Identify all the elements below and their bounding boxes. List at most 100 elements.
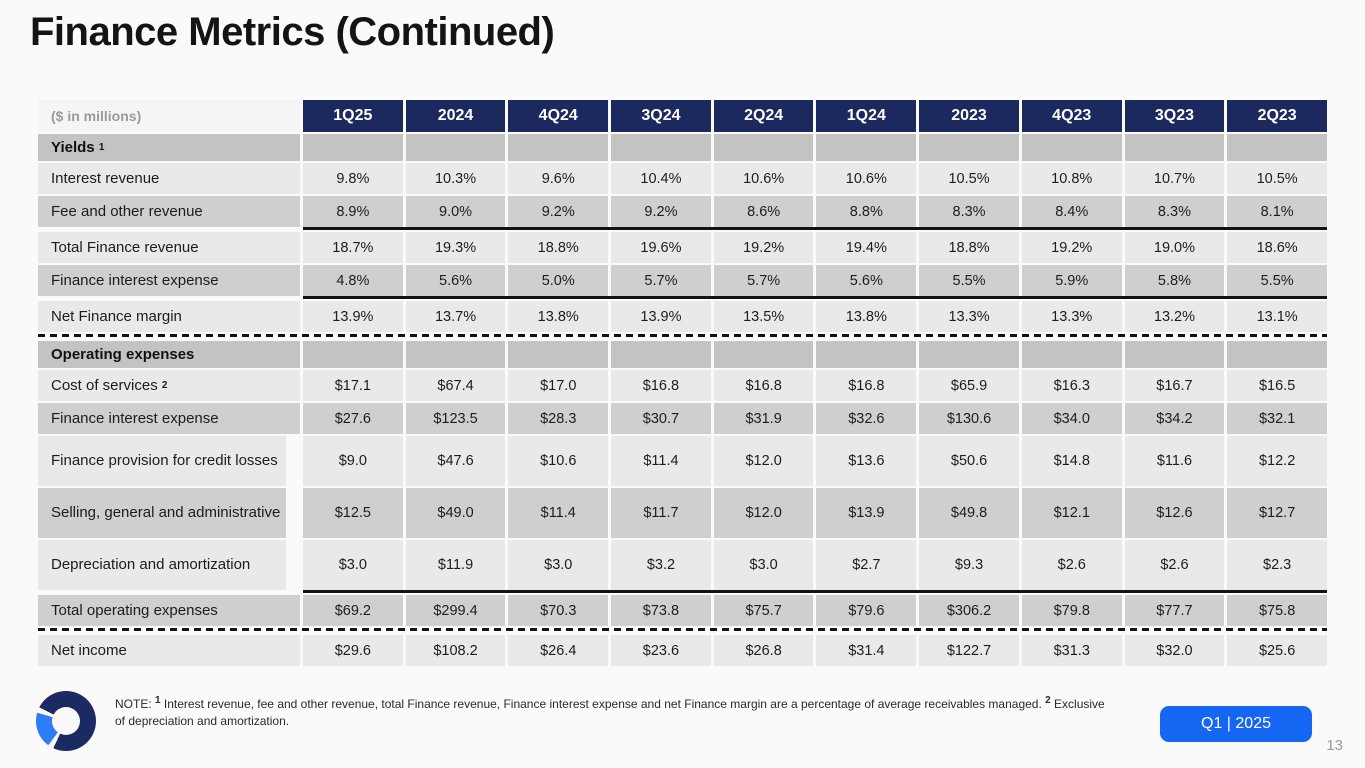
logo-ring-hole: [52, 707, 80, 735]
cell-value: 5.8%: [1124, 265, 1225, 296]
cell-value: 10.6%: [713, 163, 814, 194]
cell-value: $16.8: [611, 370, 711, 401]
cell-value: $34.2: [1124, 403, 1225, 434]
cell-value: $75.8: [1227, 595, 1327, 626]
cell-value: 9.6%: [508, 163, 609, 194]
cell-value: 9.2%: [611, 196, 711, 227]
column-header: 2024: [405, 100, 506, 132]
cell-value: 19.3%: [405, 232, 506, 263]
footnote-sup-1: 1: [155, 695, 161, 706]
column-header: 2Q23: [1227, 100, 1327, 132]
cell-value: $3.0: [508, 540, 609, 590]
row-label: Depreciation and amortization: [38, 540, 286, 590]
footnote: NOTE: 1 Interest revenue, fee and other …: [115, 696, 1105, 731]
cell-value: [303, 341, 403, 368]
cell-value: $14.8: [1021, 436, 1122, 486]
cell-value: 19.2%: [713, 232, 814, 263]
cell-value: $17.0: [508, 370, 609, 401]
table-header-row: ($ in millions) 1Q25 2024 4Q24 3Q24 2Q24 1Q24…: [38, 100, 1327, 132]
cell-value: $16.5: [1227, 370, 1327, 401]
cell-value: 10.4%: [611, 163, 711, 194]
cell-value: 13.8%: [508, 301, 609, 332]
cell-value: $12.2: [1227, 436, 1327, 486]
row-label: Operating expenses: [38, 341, 300, 368]
cell-value: 13.9%: [611, 301, 711, 332]
cell-value: 10.8%: [1021, 163, 1122, 194]
table-row: Total Finance revenue 18.7% 19.3% 18.8% 19.6…: [38, 232, 1327, 263]
table-row: Finance interest expense 4.8% 5.6% 5.0% 5.7%…: [38, 265, 1327, 296]
cell-value: $3.2: [611, 540, 711, 590]
cell-value: 8.9%: [303, 196, 403, 227]
cell-value: 9.8%: [303, 163, 403, 194]
cell-value: $31.3: [1021, 635, 1122, 666]
cell-value: [816, 341, 917, 368]
unit-label: ($ in millions): [38, 100, 300, 132]
cell-value: [919, 134, 1019, 161]
cell-value: 13.5%: [713, 301, 814, 332]
footnote-text-1: Interest revenue, fee and other revenue,…: [160, 697, 1046, 711]
cell-value: $49.8: [919, 488, 1019, 538]
column-header: 1Q24: [816, 100, 917, 132]
cell-value: $299.4: [405, 595, 506, 626]
cell-value: $69.2: [303, 595, 403, 626]
cell-value: [1021, 134, 1122, 161]
column-header: 3Q24: [611, 100, 711, 132]
cell-value: $50.6: [919, 436, 1019, 486]
cell-value: $31.4: [816, 635, 917, 666]
cell-value: [1227, 341, 1327, 368]
cell-value: $47.6: [405, 436, 506, 486]
cell-value: $75.7: [713, 595, 814, 626]
page-title: Finance Metrics (Continued): [30, 10, 555, 54]
cell-value: 5.6%: [405, 265, 506, 296]
column-header: 2023: [919, 100, 1019, 132]
row-label: Finance provision for credit losses: [38, 436, 286, 486]
column-header: 3Q23: [1124, 100, 1225, 132]
cell-value: $2.6: [1124, 540, 1225, 590]
cell-value: [713, 134, 814, 161]
row-label: Finance interest expense: [38, 403, 300, 434]
cell-value: $13.9: [816, 488, 917, 538]
cell-value: [611, 341, 711, 368]
cell-value: [816, 134, 917, 161]
footnote-sup-2: 2: [1045, 695, 1051, 706]
row-label: Interest revenue: [38, 163, 300, 194]
cell-value: $12.0: [713, 436, 814, 486]
cell-value: [611, 134, 711, 161]
divider-dashed: [38, 628, 1327, 631]
cell-value: 5.5%: [919, 265, 1019, 296]
cell-value: $12.1: [1021, 488, 1122, 538]
cell-value: $9.3: [919, 540, 1019, 590]
cell-value: $306.2: [919, 595, 1019, 626]
cell-value: $16.8: [816, 370, 917, 401]
cell-value: 13.3%: [1021, 301, 1122, 332]
cell-value: 5.9%: [1021, 265, 1122, 296]
cell-value: $32.0: [1124, 635, 1225, 666]
cell-value: 10.5%: [1227, 163, 1327, 194]
row-label: Finance interest expense: [38, 265, 300, 296]
cell-value: 5.0%: [508, 265, 609, 296]
cell-value: [1124, 134, 1225, 161]
cell-value: 4.8%: [303, 265, 403, 296]
cell-value: [1227, 134, 1327, 161]
cell-value: 18.7%: [303, 232, 403, 263]
cell-value: $11.9: [405, 540, 506, 590]
cell-value: $16.3: [1021, 370, 1122, 401]
divider-solid: [303, 590, 1327, 593]
cell-value: $122.7: [919, 635, 1019, 666]
cell-value: 9.2%: [508, 196, 609, 227]
cell-value: 9.0%: [405, 196, 506, 227]
table-row: Depreciation and amortization $3.0 $11.9 $3…: [38, 540, 1327, 590]
cell-value: 8.6%: [713, 196, 814, 227]
cell-value: $70.3: [508, 595, 609, 626]
finance-metrics-table: ($ in millions) 1Q25 2024 4Q24 3Q24 2Q24 1Q24…: [38, 100, 1327, 668]
cell-value: 13.1%: [1227, 301, 1327, 332]
cell-value: $11.6: [1124, 436, 1225, 486]
cell-value: 18.8%: [919, 232, 1019, 263]
column-header: 4Q23: [1021, 100, 1122, 132]
cell-value: $11.4: [611, 436, 711, 486]
cell-value: $65.9: [919, 370, 1019, 401]
page-number: 13: [1326, 737, 1343, 754]
cell-value: $23.6: [611, 635, 711, 666]
row-label: Cost of services 2: [38, 370, 300, 401]
row-label: Net Finance margin: [38, 301, 300, 332]
